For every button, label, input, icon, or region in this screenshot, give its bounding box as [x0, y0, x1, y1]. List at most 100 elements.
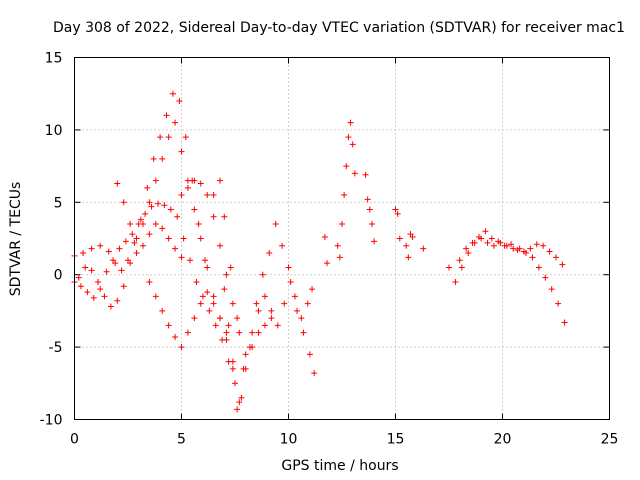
data-point [101, 293, 108, 300]
x-axis-title: GPS time / hours [281, 458, 398, 474]
data-point [217, 242, 224, 249]
data-point [202, 257, 209, 264]
data-point [131, 239, 138, 246]
x-tick-label: 10 [280, 432, 298, 448]
data-point [212, 322, 219, 329]
data-point [169, 90, 176, 97]
data-point [97, 242, 104, 249]
data-point [167, 206, 174, 213]
data-point [234, 406, 241, 413]
data-point [324, 260, 331, 267]
data-point [484, 239, 491, 246]
data-point [88, 245, 95, 252]
data-point [204, 289, 211, 296]
data-point [396, 235, 403, 242]
data-point [146, 278, 153, 285]
data-point [553, 254, 559, 261]
data-point [490, 242, 497, 249]
data-point [137, 216, 144, 223]
data-point [405, 254, 412, 261]
data-point [229, 358, 236, 365]
data-point [548, 286, 555, 293]
data-point [159, 307, 166, 314]
y-tick-label: 10 [45, 123, 63, 139]
data-point [199, 293, 206, 300]
data-point [142, 210, 149, 217]
data-point [561, 319, 568, 326]
data-point [364, 196, 371, 203]
data-point [184, 329, 191, 336]
series-track-f [178, 177, 318, 377]
data-point [362, 171, 369, 178]
y-axis-title: SDTVAR / TECUs [8, 182, 24, 297]
data-point [347, 119, 354, 126]
data-point [546, 248, 553, 255]
data-point [178, 148, 185, 155]
y-tick-label: 15 [45, 51, 63, 67]
data-point [291, 293, 298, 300]
series-track-e [146, 278, 230, 351]
data-point [120, 199, 127, 206]
data-point [351, 170, 358, 177]
data-point [103, 268, 110, 275]
data-point [187, 257, 194, 264]
data-point [178, 254, 185, 261]
data-point [272, 221, 279, 228]
data-point [184, 184, 191, 191]
data-point [152, 177, 159, 184]
data-point [105, 248, 112, 255]
data-point [287, 278, 294, 285]
data-point [274, 322, 281, 329]
series-track-k [446, 235, 568, 326]
data-point [309, 286, 316, 293]
data-point [180, 235, 187, 242]
data-point [146, 231, 153, 238]
plot-area-border [74, 57, 610, 420]
data-point [456, 257, 463, 264]
data-point [139, 242, 146, 249]
data-point [184, 177, 191, 184]
y-tick-label: -5 [49, 340, 63, 356]
data-point [129, 231, 136, 238]
data-point [341, 192, 348, 199]
axis-ticks [74, 57, 610, 420]
data-point [527, 245, 534, 252]
data-point [343, 163, 350, 170]
data-point [95, 278, 102, 285]
data-point [197, 300, 204, 307]
grid-lines [74, 57, 610, 420]
data-point [229, 365, 236, 372]
data-point [458, 264, 465, 271]
data-point [475, 234, 482, 241]
data-point [204, 192, 211, 199]
data-point [146, 199, 153, 206]
data-point [112, 260, 119, 267]
data-point [242, 365, 249, 372]
data-point [133, 249, 140, 256]
data-point [182, 134, 189, 141]
data-point [195, 221, 202, 228]
data-point [279, 242, 286, 249]
data-point [540, 242, 547, 249]
x-tick-label: 5 [177, 432, 186, 448]
data-point [266, 249, 273, 256]
data-point [148, 203, 155, 210]
data-point [176, 97, 183, 104]
series-track-j [362, 171, 427, 261]
data-point [107, 303, 114, 310]
data-point [133, 235, 140, 242]
series-track-l [456, 228, 566, 268]
data-point [221, 286, 228, 293]
data-point [191, 206, 198, 213]
data-point [223, 329, 230, 336]
data-point [306, 351, 313, 358]
data-point [285, 264, 292, 271]
data-point [238, 394, 245, 401]
data-point [336, 254, 343, 261]
data-point [255, 307, 262, 314]
data-point [446, 264, 452, 271]
data-point [559, 261, 566, 268]
data-point [97, 286, 104, 293]
data-point [139, 221, 146, 228]
data-point [165, 322, 172, 329]
